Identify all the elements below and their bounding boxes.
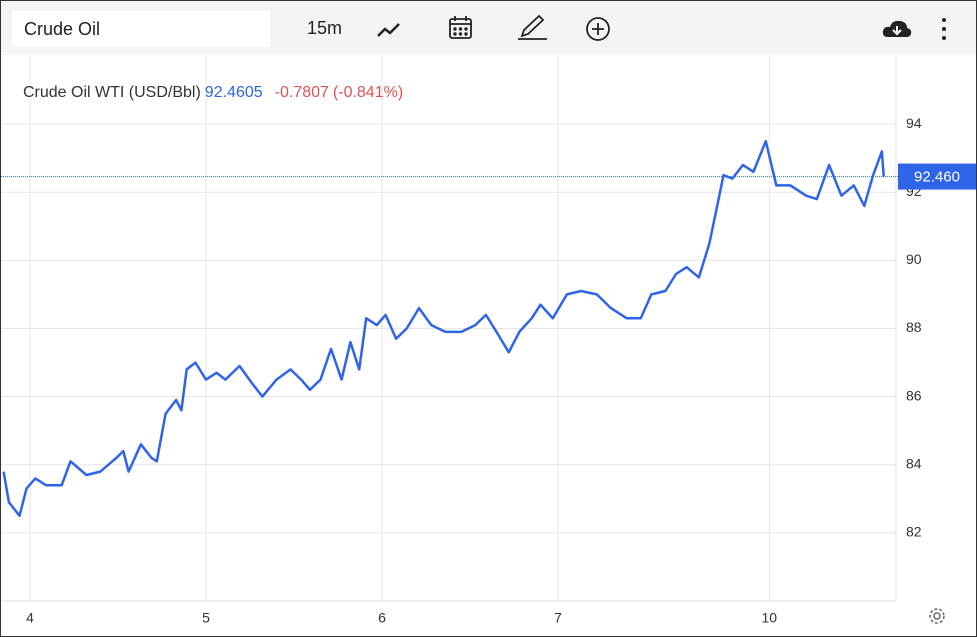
last-price-tag bbox=[898, 163, 976, 190]
price-change: -0.7807 bbox=[274, 84, 329, 101]
y-tick-label: 88 bbox=[906, 319, 922, 335]
x-tick-label: 6 bbox=[378, 610, 386, 626]
y-tick-label: 82 bbox=[906, 524, 922, 540]
x-tick-label: 4 bbox=[26, 610, 34, 626]
interval-button[interactable]: 15m bbox=[307, 18, 343, 38]
y-tick-label: 94 bbox=[906, 115, 922, 131]
settings-icon[interactable] bbox=[929, 608, 945, 624]
y-tick-label: 84 bbox=[906, 455, 922, 471]
x-tick-label: 5 bbox=[202, 610, 210, 626]
last-price: 92.4605 bbox=[204, 84, 263, 101]
x-tick-label: 10 bbox=[761, 610, 777, 626]
symbol-search[interactable]: Crude Oil bbox=[12, 11, 270, 47]
instrument-name: Crude Oil WTI (USD/Bbl) bbox=[23, 84, 201, 101]
legend: Crude Oil WTI (USD/Bbl) 92.4605 -0.7807 (-0… bbox=[23, 84, 403, 102]
y-tick-label: 86 bbox=[906, 387, 922, 403]
y-tick-label: 90 bbox=[906, 251, 922, 267]
percent-change: (-0.841%) bbox=[332, 84, 404, 101]
price-line bbox=[2, 139, 885, 518]
last-price-label: 92.460 bbox=[914, 169, 960, 186]
x-tick-label: 7 bbox=[554, 610, 562, 626]
